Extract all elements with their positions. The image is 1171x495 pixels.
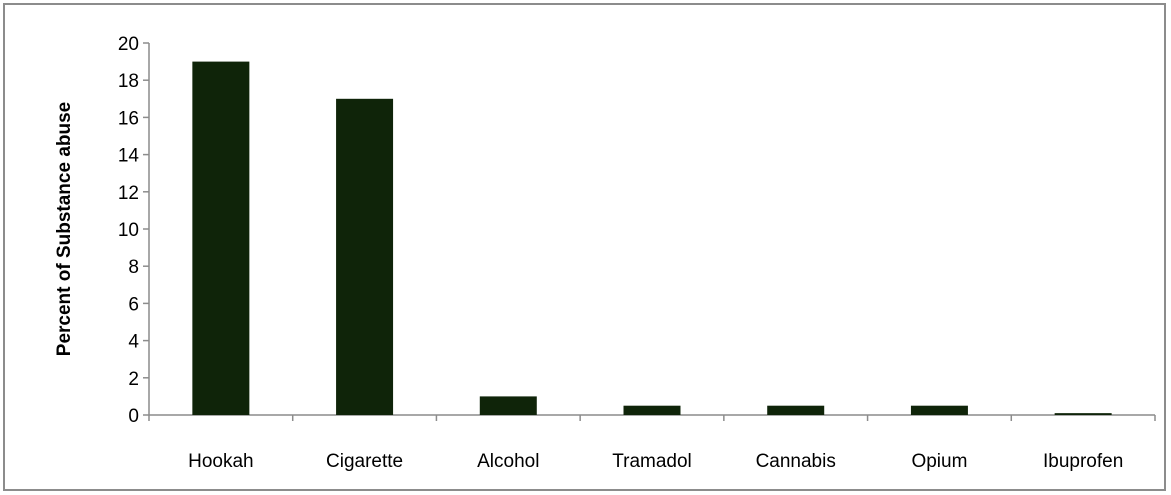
x-tick-label: Cannabis: [756, 451, 836, 472]
y-tick-label: 20: [118, 34, 139, 55]
bar-alcohol: [479, 396, 537, 415]
x-tick-label: Ibuprofen: [1043, 451, 1123, 472]
bar-tramadol: [623, 405, 681, 415]
bar-hookah: [192, 61, 250, 415]
y-tick-label: 18: [118, 71, 139, 92]
x-tick-label: Opium: [911, 451, 967, 472]
bar-cannabis: [767, 405, 825, 415]
y-axis-label: Percent of Substance abuse: [54, 102, 75, 356]
bars: [192, 61, 1112, 416]
y-tick-label: 12: [118, 183, 139, 204]
axes: [148, 43, 1156, 421]
y-tick-label: 10: [118, 220, 139, 241]
x-tick-label: Hookah: [188, 451, 254, 472]
y-axis-ticks: 0 2 4 6 8 10 12 14 16 18 20: [118, 34, 149, 427]
y-tick-label: 0: [128, 406, 139, 427]
bar-opium: [910, 405, 968, 415]
y-tick-label: 6: [128, 294, 139, 315]
x-tick-label: Cigarette: [326, 451, 403, 472]
y-tick-label: 2: [128, 369, 139, 390]
bar-ibuprofen: [1054, 413, 1112, 415]
y-tick-label: 4: [128, 332, 139, 353]
y-tick-label: 8: [128, 257, 139, 278]
x-tick-label: Tramadol: [612, 451, 692, 472]
y-tick-label: 14: [118, 146, 140, 167]
y-tick-label: 16: [118, 108, 139, 129]
x-tick-label: Alcohol: [477, 451, 539, 472]
bar-cigarette: [336, 98, 394, 416]
x-axis-labels: Hookah Cigarette Alcohol Tramadol Cannabis Op…: [188, 451, 1123, 472]
